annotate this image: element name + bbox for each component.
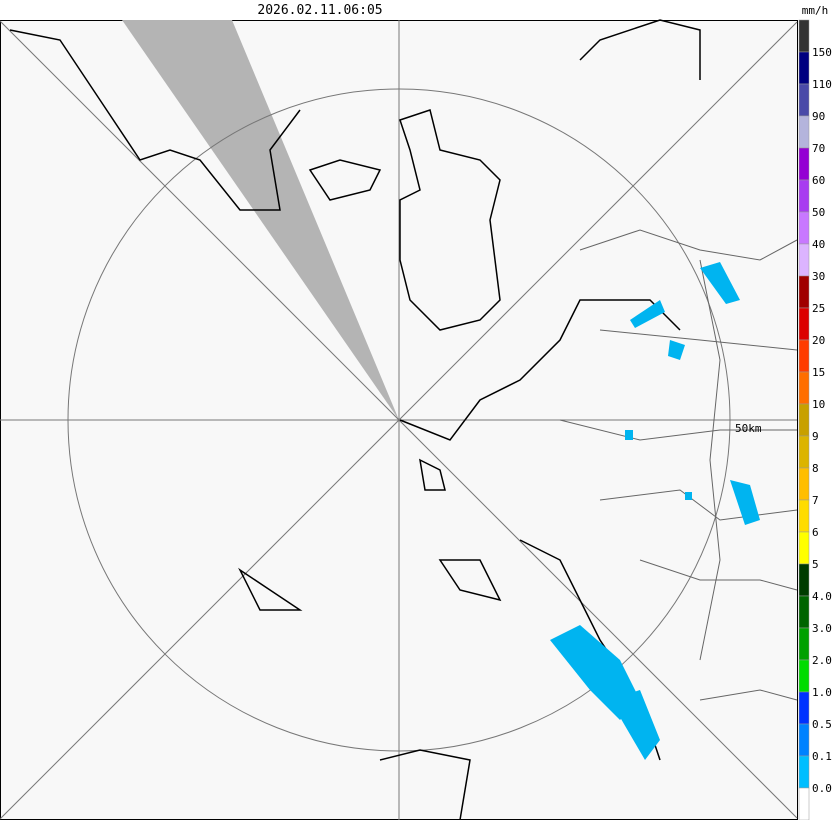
boundary bbox=[599, 329, 798, 351]
boundary bbox=[579, 229, 798, 261]
legend-swatch bbox=[798, 307, 810, 341]
legend-swatch bbox=[798, 371, 810, 405]
range-rings bbox=[0, 20, 798, 820]
coastline bbox=[9, 19, 701, 821]
legend-swatch bbox=[798, 435, 810, 469]
legend-label: 0.0 bbox=[812, 782, 832, 795]
echo bbox=[668, 340, 685, 360]
legend-label: 0.5 bbox=[812, 718, 832, 731]
legend-label: 15 bbox=[812, 366, 825, 379]
legend-label: 70 bbox=[812, 142, 825, 155]
legend-swatch bbox=[798, 499, 810, 533]
coast bbox=[579, 19, 701, 80]
echo bbox=[610, 690, 660, 760]
legend-swatch bbox=[798, 467, 810, 501]
beam-blockage bbox=[122, 20, 399, 420]
coast bbox=[419, 458, 446, 491]
boundary bbox=[699, 689, 798, 701]
legend-swatch bbox=[798, 275, 810, 309]
legend-label: 4.0 bbox=[812, 590, 832, 603]
legend-swatch bbox=[798, 83, 810, 117]
legend-label: 10 bbox=[812, 398, 825, 411]
legend-label: 2.0 bbox=[812, 654, 832, 667]
map: 50km bbox=[0, 19, 798, 821]
legend-swatch bbox=[798, 595, 810, 629]
coast bbox=[399, 299, 681, 441]
legend-label: 20 bbox=[812, 334, 825, 347]
legend-label: 8 bbox=[812, 462, 819, 475]
legend-swatch bbox=[798, 403, 810, 437]
legend-swatch bbox=[798, 787, 810, 821]
legend-swatch bbox=[798, 627, 810, 661]
echo bbox=[625, 430, 633, 440]
legend-label: 50 bbox=[812, 206, 825, 219]
echo bbox=[700, 262, 740, 304]
diagonal bbox=[0, 20, 798, 819]
legend-swatch bbox=[798, 659, 810, 693]
boundary bbox=[639, 559, 798, 591]
unit: mm/h bbox=[802, 4, 829, 17]
coast bbox=[308, 159, 382, 201]
legend-label: 110 bbox=[812, 78, 832, 91]
echo bbox=[685, 492, 692, 500]
legend-label: 25 bbox=[812, 302, 825, 315]
coast bbox=[399, 109, 501, 331]
legend-swatch bbox=[798, 243, 810, 277]
legend-swatch bbox=[798, 179, 810, 213]
boundary bbox=[699, 259, 721, 661]
legend-swatch bbox=[798, 531, 810, 565]
legend-swatch bbox=[798, 755, 810, 789]
legend-label: 9 bbox=[812, 430, 819, 443]
legend-swatch bbox=[798, 19, 810, 53]
legend-swatch bbox=[798, 691, 810, 725]
coast bbox=[379, 749, 471, 821]
timestamp: 2026.02.11.06:05 bbox=[257, 3, 382, 18]
legend-swatch bbox=[798, 147, 810, 181]
legend-label: 0.1 bbox=[812, 750, 832, 763]
echo bbox=[730, 480, 760, 525]
legend-label: 90 bbox=[812, 110, 825, 123]
legend-label: 5 bbox=[812, 558, 819, 571]
echo bbox=[630, 300, 665, 328]
legend-label: 7 bbox=[812, 494, 819, 507]
range-label: 50km bbox=[735, 422, 762, 435]
coast bbox=[9, 29, 301, 211]
legend-swatch bbox=[798, 211, 810, 245]
diagonal bbox=[0, 21, 798, 820]
legend: 150 110 90 70 60 50 40 30 25 20 15 10 9 8 7 6 5 4.0 3.0 2.0… bbox=[798, 19, 832, 821]
echo bbox=[550, 625, 640, 720]
boundary bbox=[559, 419, 797, 441]
legend-label: 40 bbox=[812, 238, 825, 251]
legend-swatch bbox=[798, 723, 810, 757]
legend-label: 30 bbox=[812, 270, 825, 283]
legend-swatch bbox=[798, 563, 810, 597]
legend-label: 6 bbox=[812, 526, 819, 539]
legend-label: 150 bbox=[812, 46, 832, 59]
legend-swatch bbox=[798, 115, 810, 149]
coast bbox=[238, 567, 303, 611]
legend-label: 3.0 bbox=[812, 622, 832, 635]
precipitation bbox=[550, 262, 760, 760]
legend-label: 60 bbox=[812, 174, 825, 187]
legend-label: 1.0 bbox=[812, 686, 832, 699]
legend-swatch bbox=[798, 339, 810, 373]
coast bbox=[438, 559, 502, 602]
legend-swatch bbox=[798, 51, 810, 85]
